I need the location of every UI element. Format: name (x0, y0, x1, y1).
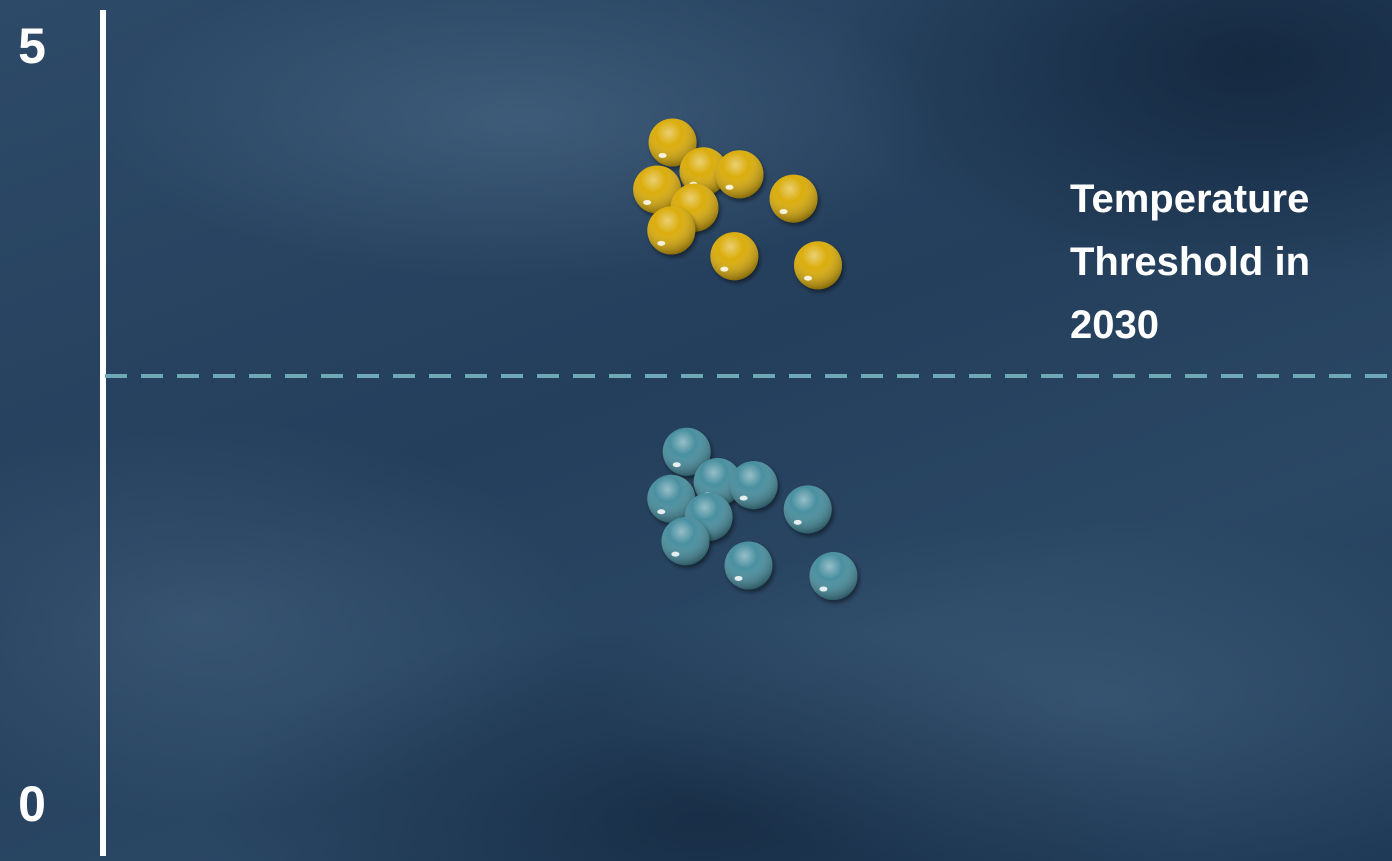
point-highlight (734, 575, 743, 581)
point-shading (715, 150, 764, 199)
point-shading (724, 541, 773, 590)
point-highlight (739, 495, 748, 501)
point-shading (793, 241, 842, 290)
point-highlight (720, 266, 729, 272)
point-shading (647, 206, 696, 255)
point-highlight (819, 586, 828, 592)
point-highlight (793, 519, 802, 525)
y-tick-label: 0 (18, 776, 46, 832)
point-highlight (671, 551, 680, 557)
threshold-label: Temperature Threshold in 2030 (1070, 177, 1310, 347)
point-shading (710, 232, 759, 281)
point-highlight (803, 275, 812, 281)
point-highlight (672, 462, 681, 468)
point-shading (661, 517, 710, 566)
point-shading (783, 485, 832, 534)
point-highlight (657, 240, 666, 246)
point-highlight (725, 184, 734, 190)
point-highlight (658, 152, 667, 158)
point-shading (729, 461, 778, 510)
point-highlight (657, 509, 666, 515)
point-shading (809, 552, 858, 601)
y-tick-label: 5 (18, 18, 46, 74)
point-highlight (643, 199, 652, 205)
point-highlight (779, 209, 788, 215)
point-shading (769, 174, 818, 223)
